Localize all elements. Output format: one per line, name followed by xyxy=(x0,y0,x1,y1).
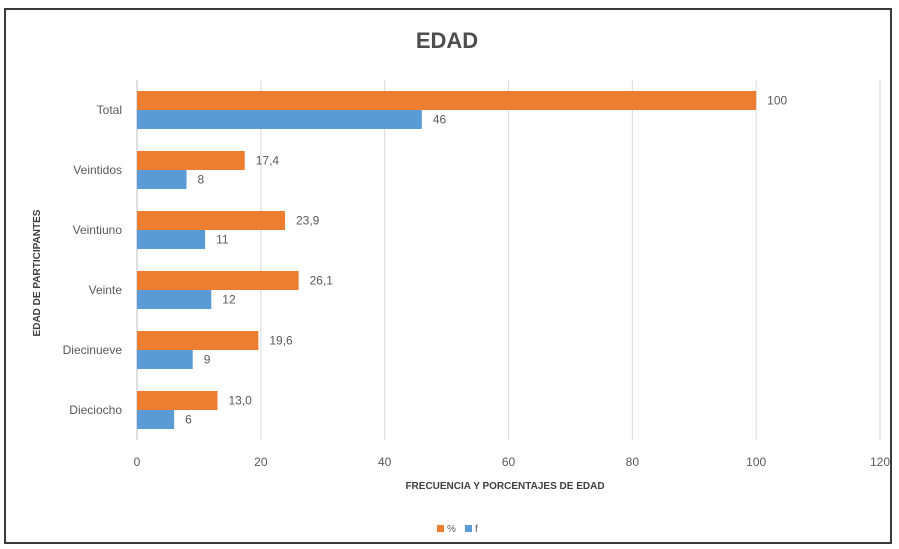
x-tick-label: 120 xyxy=(870,455,890,469)
y-axis-title: EDAD DE PARTICIPANTES xyxy=(32,209,43,336)
data-label: 17,4 xyxy=(256,154,280,168)
x-tick-label: 20 xyxy=(254,455,268,469)
category-label: Veintidos xyxy=(73,163,122,177)
data-label: 8 xyxy=(198,173,205,187)
data-label: 6 xyxy=(185,413,192,427)
legend-label: % xyxy=(447,524,456,535)
chart-title: EDAD xyxy=(416,28,478,53)
x-axis-title: FRECUENCIA Y PORCENTAJES DE EDAD xyxy=(405,481,604,492)
bars xyxy=(137,91,757,429)
bar-frequency xyxy=(137,350,193,369)
bar-percent xyxy=(137,331,259,350)
data-label: 9 xyxy=(204,353,211,367)
x-tick-labels: 0 20 40 60 80 100 120 xyxy=(134,455,891,469)
category-label: Veinte xyxy=(89,283,123,297)
data-label: 46 xyxy=(433,113,447,127)
x-tick-label: 60 xyxy=(502,455,516,469)
category-label: Diecinueve xyxy=(63,343,123,357)
x-tick-label: 100 xyxy=(746,455,766,469)
category-labels: Total Veintidos Veintiuno Veinte Diecinueve D… xyxy=(63,103,123,417)
bar-frequency xyxy=(137,230,206,249)
legend-swatch xyxy=(465,525,472,532)
bar-percent xyxy=(137,151,245,170)
bar-percent xyxy=(137,211,285,230)
bar-frequency xyxy=(137,410,175,429)
category-label: Total xyxy=(97,103,122,117)
data-label: 11 xyxy=(216,233,229,247)
legend-label: f xyxy=(475,524,478,535)
data-labels: 100 46 17,4 8 23,9 11 26,1 12 19,6 9 13,0 6 xyxy=(185,94,787,427)
category-label: Dieciocho xyxy=(69,403,122,417)
data-label: 19,6 xyxy=(269,334,293,348)
category-label: Veintiuno xyxy=(73,223,123,237)
data-label: 100 xyxy=(767,94,787,108)
legend-swatch xyxy=(437,525,444,532)
x-tick-label: 80 xyxy=(626,455,640,469)
bar-percent xyxy=(137,91,757,110)
bar-frequency xyxy=(137,110,422,129)
bar-percent xyxy=(137,271,299,290)
bar-frequency xyxy=(137,290,212,309)
data-label: 23,9 xyxy=(296,214,320,228)
data-label: 26,1 xyxy=(310,274,334,288)
x-tick-label: 0 xyxy=(134,455,141,469)
bar-frequency xyxy=(137,170,187,189)
data-label: 12 xyxy=(222,293,236,307)
legend: % f xyxy=(437,524,478,535)
x-tick-label: 40 xyxy=(378,455,392,469)
bar-percent xyxy=(137,391,218,410)
gridlines xyxy=(136,80,881,440)
data-label: 13,0 xyxy=(228,394,252,408)
